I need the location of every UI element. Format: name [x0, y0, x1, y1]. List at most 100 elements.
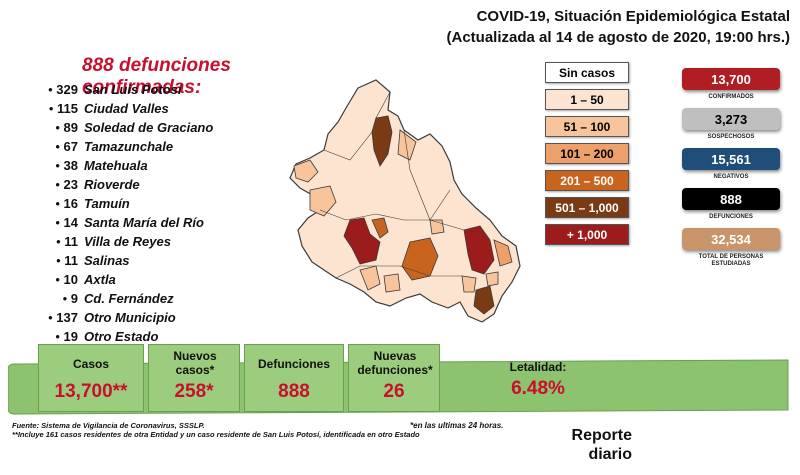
legend-item: Sin casos — [545, 62, 629, 83]
municipality-salinas — [293, 159, 319, 183]
municipality-row: 9Cd. Fernández — [30, 289, 260, 308]
municipality-villa-de-reyes — [359, 265, 381, 291]
municipality-count: 89 — [30, 120, 84, 135]
card-defunciones: Defunciones 888 — [244, 344, 344, 412]
stat-value: 32,534 — [682, 228, 780, 250]
footnote-24h: *en las ultimas 24 horas. — [410, 421, 504, 430]
municipality-matehuala — [371, 115, 393, 167]
stat-value: 3,273 — [682, 108, 780, 130]
municipality-count: 10 — [30, 272, 84, 287]
nuevas-defunciones-value: 26 — [383, 381, 405, 402]
municipality-name: Matehuala — [84, 158, 148, 173]
municipality-count: 19 — [30, 329, 84, 344]
municipality-name: Salinas — [84, 253, 130, 268]
municipality-tamazunchale — [473, 285, 495, 315]
card-nuevas-defunciones: Nuevas defunciones* 26 — [348, 344, 440, 412]
report-line1: Reporte — [571, 427, 632, 444]
municipality-name: San Luis Potosí — [84, 82, 182, 97]
municipality-name: Soledad de Graciano — [84, 120, 214, 135]
header-date: (Actualizada al 14 de agosto de 2020, 19… — [446, 29, 790, 46]
letalidad-value: 6.48% — [511, 378, 565, 399]
municipality-count: 137 — [30, 310, 84, 325]
municipal-border — [429, 219, 465, 231]
casos-value: 13,700** — [54, 381, 128, 402]
municipality-ciudad-valles — [463, 225, 495, 275]
municipal-border — [323, 91, 391, 161]
municipality-count: 67 — [30, 139, 84, 154]
summary-band: Casos 13,700** Nuevos casos* 258* Defunc… — [8, 344, 794, 420]
state-outline — [289, 79, 521, 323]
municipality-name: Santa María del Río — [84, 215, 204, 230]
municipal-border — [403, 129, 431, 221]
municipality-north-east — [397, 129, 417, 161]
municipality-name: Cd. Fernández — [84, 291, 174, 306]
legend-item: 201 – 500 — [545, 170, 629, 191]
stat-value: 15,561 — [682, 148, 780, 170]
map-legend: Sin casos 1 – 50 51 – 100 101 – 200 201 – 50… — [545, 62, 629, 251]
municipality-regions — [293, 91, 513, 315]
municipality-central-west — [309, 185, 337, 217]
municipality-cd-fernandez — [429, 219, 445, 235]
defunciones-label: Defunciones — [257, 357, 330, 371]
report-header: COVID-19, Situación Epidemiológica Estat… — [447, 6, 790, 48]
municipality-name: Tamuín — [84, 196, 130, 211]
municipality-name: Ciudad Valles — [84, 101, 169, 116]
municipality-count: 9 — [30, 291, 84, 306]
municipality-name: Tamazunchale — [84, 139, 174, 154]
municipality-count: 16 — [30, 196, 84, 211]
municipality-count: 329 — [30, 82, 84, 97]
footnote-source: Fuente: Sistema de Vigilancia de Coronav… — [12, 421, 205, 430]
municipality-huasteca — [461, 275, 477, 293]
nuevas-defunciones-label: Nuevas defunciones* — [357, 349, 433, 377]
footnotes: Fuente: Sistema de Vigilancia de Coronav… — [12, 421, 532, 439]
nuevos-casos-label: Nuevos casos* — [173, 349, 217, 377]
legend-item: 101 – 200 — [545, 143, 629, 164]
municipality-count: 38 — [30, 158, 84, 173]
municipality-name: Villa de Reyes — [84, 234, 171, 249]
stat-value: 888 — [682, 188, 780, 210]
municipality-tamuin — [493, 239, 513, 267]
footnote-residents: **Incluye 161 casos residentes de otra E… — [12, 430, 420, 439]
stat-label: TOTAL DE PERSONAS ESTUDIADAS — [698, 254, 764, 267]
stat-label: SOSPECHOSOS — [707, 134, 755, 140]
state-map — [289, 79, 521, 323]
card-casos: Casos 13,700** — [38, 344, 144, 412]
stat-label: NEGATIVOS — [713, 174, 749, 180]
deaths-title: 888 defunciones confirmadas: — [82, 55, 231, 98]
stat-value: 13,700 — [682, 68, 780, 90]
municipality-san-luis-potosi — [343, 217, 381, 265]
report-line2: diario — [588, 446, 632, 463]
letalidad-block: Letalidad: 6.48% — [478, 360, 598, 400]
stat-label: DEFUNCIONES — [709, 214, 753, 220]
letalidad-label: Letalidad: — [509, 360, 567, 374]
municipality-name: Rioverde — [84, 177, 140, 192]
casos-label: Casos — [72, 357, 110, 371]
municipality-count: 23 — [30, 177, 84, 192]
stat-label: CONFIRMADOS — [708, 94, 754, 100]
legend-item: + 1,000 — [545, 224, 629, 245]
defunciones-value: 888 — [278, 381, 310, 402]
nuevos-casos-value: 258* — [174, 381, 214, 402]
municipality-axtla — [485, 271, 499, 287]
municipal-border — [319, 189, 451, 221]
legend-item: 501 – 1,000 — [545, 197, 629, 218]
summary-stats: 13,700 CONFIRMADOS 3,273 SOSPECHOSOS 15,561 N… — [682, 68, 780, 275]
municipality-count: 11 — [30, 234, 84, 249]
municipality-soledad — [371, 217, 389, 239]
municipality-name: Otro Estado — [84, 329, 159, 344]
legend-item: 51 – 100 — [545, 116, 629, 137]
municipal-border — [335, 265, 462, 279]
municipality-count: 11 — [30, 253, 84, 268]
